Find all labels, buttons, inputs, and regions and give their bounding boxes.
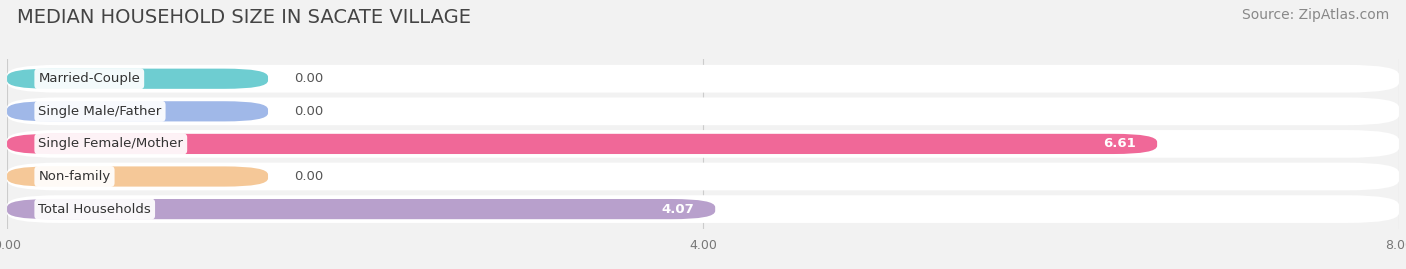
Text: Single Female/Mother: Single Female/Mother <box>38 137 183 150</box>
FancyBboxPatch shape <box>7 97 1399 125</box>
FancyBboxPatch shape <box>7 199 716 219</box>
FancyBboxPatch shape <box>7 65 1399 93</box>
Text: 0.00: 0.00 <box>294 105 323 118</box>
FancyBboxPatch shape <box>7 195 1399 223</box>
Text: 0.00: 0.00 <box>294 170 323 183</box>
Text: Source: ZipAtlas.com: Source: ZipAtlas.com <box>1241 8 1389 22</box>
Text: 4.07: 4.07 <box>662 203 695 215</box>
Text: Single Male/Father: Single Male/Father <box>38 105 162 118</box>
Text: MEDIAN HOUSEHOLD SIZE IN SACATE VILLAGE: MEDIAN HOUSEHOLD SIZE IN SACATE VILLAGE <box>17 8 471 27</box>
Text: Married-Couple: Married-Couple <box>38 72 141 85</box>
Text: Total Households: Total Households <box>38 203 150 215</box>
FancyBboxPatch shape <box>7 134 1157 154</box>
Text: 0.00: 0.00 <box>294 72 323 85</box>
FancyBboxPatch shape <box>7 130 1399 158</box>
Text: 6.61: 6.61 <box>1104 137 1136 150</box>
FancyBboxPatch shape <box>7 101 269 121</box>
Text: Non-family: Non-family <box>38 170 111 183</box>
FancyBboxPatch shape <box>7 167 269 187</box>
FancyBboxPatch shape <box>7 69 269 89</box>
FancyBboxPatch shape <box>7 163 1399 190</box>
